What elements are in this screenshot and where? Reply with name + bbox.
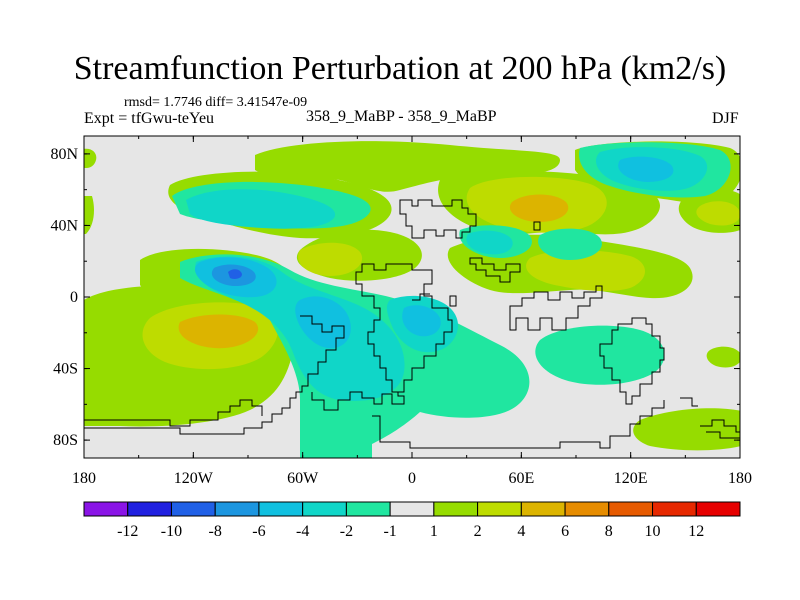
- coastline-africa-europe: [399, 199, 477, 239]
- region-west-edge-mid: [84, 196, 94, 234]
- region-east-pacific-minus-8: [228, 269, 242, 279]
- region-central-atlantic-core: [466, 230, 513, 255]
- colorbar-label: 8: [605, 523, 613, 540]
- y-axis-labels: 80N 40N 0 40S 80S: [50, 146, 78, 449]
- coastline-asia-inner: [533, 221, 541, 231]
- colorbar-box: [345, 501, 391, 517]
- y-tick-label: 80S: [53, 432, 78, 449]
- colorbar-box: [652, 501, 697, 517]
- stats-line: rmsd= 1.7746 diff= 3.41547e-09: [124, 95, 308, 110]
- region-northeast-small-core: [696, 201, 740, 226]
- x-tick-label: 60E: [508, 470, 534, 487]
- contour-level-6: [178, 194, 569, 349]
- coastline-south-america: [311, 391, 405, 411]
- region-south-atlantic-minus-4: [402, 305, 441, 337]
- runs-label: 358_9_MaBP - 358_9_MaBP: [306, 108, 497, 125]
- coastline-south-asia: [509, 285, 603, 331]
- colorbar-box: [389, 501, 435, 517]
- colorbar-label: 2: [474, 523, 482, 540]
- coastline-asia: [469, 257, 521, 283]
- coastline-caribbean: [449, 295, 457, 307]
- region-small-neg-east: [603, 344, 628, 362]
- colorbar-box: [258, 501, 304, 517]
- coastline-antarctica-east: [372, 400, 665, 449]
- season-label: DJF: [712, 110, 739, 127]
- region-north-atlantic-max: [509, 194, 569, 222]
- colorbar-box: [477, 501, 522, 517]
- region-west-atlantic-minus-4: [295, 296, 351, 349]
- colorbar-label: 6: [561, 523, 569, 540]
- y-tick-label: 40S: [53, 361, 78, 378]
- region-north-band: [255, 141, 560, 192]
- colorbar-label: 10: [645, 523, 661, 540]
- coastline-africa-inner: [412, 293, 430, 301]
- y-tick-label: 80N: [50, 146, 78, 163]
- region-south-pacific-max: [178, 314, 259, 349]
- y-tick-label: 0: [70, 289, 78, 306]
- colorbar-box: [608, 501, 654, 517]
- colorbar-box: [302, 501, 347, 517]
- colorbar-label: -8: [209, 523, 222, 540]
- colorbar-label: 4: [517, 523, 525, 540]
- region-subtropics-east-neg: [538, 228, 602, 260]
- x-tick-label: 60W: [287, 470, 319, 487]
- colorbar: [83, 501, 741, 517]
- field-layer: [84, 136, 740, 458]
- x-tick-label: 120W: [174, 470, 214, 487]
- chart-title: Streamfunction Perturbation at 200 hPa (…: [73, 50, 727, 87]
- x-tick-label: 180: [728, 470, 752, 487]
- continent-outlines: [84, 199, 740, 449]
- region-south-east-small: [706, 346, 740, 368]
- region-midlat-west-core: [298, 242, 363, 276]
- colorbar-box: [564, 501, 610, 517]
- colorbar-box: [520, 501, 566, 517]
- x-tick-label: 120E: [614, 470, 648, 487]
- region-northeast-minus-4: [618, 156, 674, 182]
- colorbar-label: -10: [161, 523, 182, 540]
- x-tick-label: 180: [72, 470, 96, 487]
- experiment-label: Expt = tfGwu-teYeu: [84, 110, 215, 127]
- coastline-antarctica: [84, 399, 263, 427]
- colorbar-box: [695, 501, 741, 517]
- region-southern-ocean-east: [633, 408, 740, 451]
- x-axis-labels: 180 120W 60W 0 60E 120E 180: [72, 470, 752, 487]
- x-tick-label: 0: [408, 470, 416, 487]
- region-tropical-east-core: [526, 250, 645, 292]
- colorbar-label: -12: [117, 523, 138, 540]
- contour-level-minus-8: [228, 269, 242, 279]
- coastline-antarctica-far-east: [700, 419, 740, 439]
- colorbar-label: -1: [383, 523, 396, 540]
- colorbar-label: -2: [340, 523, 353, 540]
- colorbar-labels: -12 -10 -8 -6 -4 -2 -1 1 2 4 6 8 10 12: [117, 523, 704, 540]
- axis-ticks: [83, 136, 741, 458]
- colorbar-box: [170, 501, 216, 517]
- contour-level-minus-4: [194, 156, 674, 349]
- colorbar-box: [433, 501, 479, 517]
- coastline-australia: [599, 317, 665, 405]
- colorbar-label: -4: [296, 523, 309, 540]
- coastline-small-island: [680, 397, 698, 407]
- coastline-south-america-west: [84, 315, 345, 435]
- colorbar-label: 1: [430, 523, 438, 540]
- y-tick-label: 40N: [50, 217, 78, 234]
- colorbar-label: 12: [688, 523, 704, 540]
- colorbar-label: -6: [252, 523, 265, 540]
- coastline-africa: [355, 263, 453, 393]
- colorbar-box: [127, 501, 172, 517]
- colorbar-box: [214, 501, 260, 517]
- region-north-pacific-core: [186, 189, 336, 229]
- colorbar-box: [83, 501, 129, 517]
